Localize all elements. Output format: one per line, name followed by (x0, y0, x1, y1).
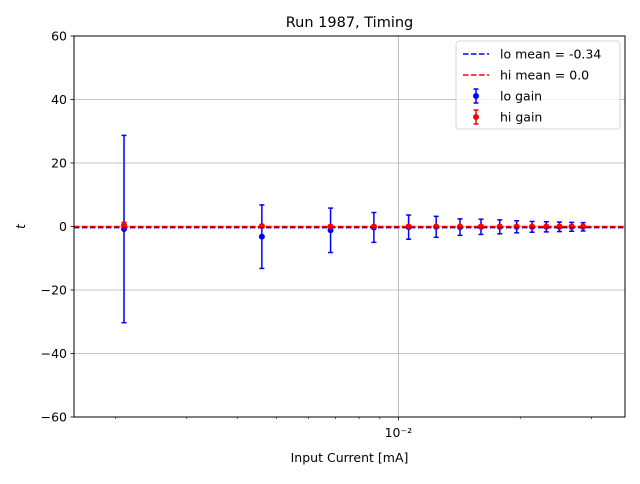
legend-label: lo gain (500, 89, 542, 104)
y-tick-label: −40 (41, 346, 67, 361)
x-tick-label: 10⁻² (385, 425, 413, 440)
y-tick-label: 0 (59, 219, 67, 234)
legend-marker-swatch (473, 114, 479, 120)
legend-item: hi gain (473, 109, 542, 125)
legend-label: hi mean = 0.0 (500, 68, 589, 83)
legend-label: lo mean = -0.34 (500, 47, 601, 62)
y-tick-label: −20 (41, 283, 67, 298)
chart-title: Run 1987, Timing (286, 15, 414, 31)
y-axis-label: t (13, 223, 28, 229)
y-tick-label: 40 (51, 92, 67, 107)
legend-item: lo mean = -0.34 (463, 47, 601, 62)
data-layer (74, 134, 625, 324)
legend: lo mean = -0.34 hi mean = 0.0 lo gain hi ga… (455, 40, 621, 130)
legend-box (455, 40, 621, 130)
x-axis-label: Input Current [mA] (291, 450, 409, 465)
legend-item: lo gain (473, 88, 542, 104)
y-tick-label: 60 (51, 29, 67, 44)
legend-item: hi mean = 0.0 (463, 68, 589, 83)
axis-layer: −60 −40 −20 0 20 40 60 10⁻² (41, 29, 592, 440)
y-tick-label: 20 (51, 156, 67, 171)
data-point (258, 233, 265, 240)
legend-marker-swatch (473, 93, 479, 99)
y-tick-label: −60 (41, 410, 67, 425)
legend-label: hi gain (500, 110, 542, 125)
